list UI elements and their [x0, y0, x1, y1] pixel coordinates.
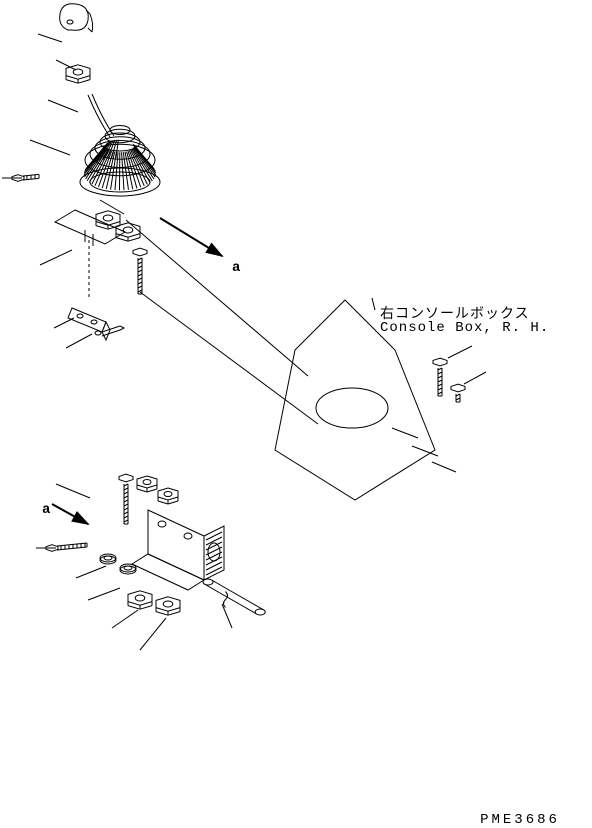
drawing-ref: PME3686	[480, 812, 560, 828]
diagram-canvas	[0, 0, 592, 827]
section-label-a-top: a	[232, 260, 240, 276]
section-label-a-bottom: a	[42, 502, 50, 518]
console-label-en: Console Box, R. H.	[380, 320, 549, 336]
